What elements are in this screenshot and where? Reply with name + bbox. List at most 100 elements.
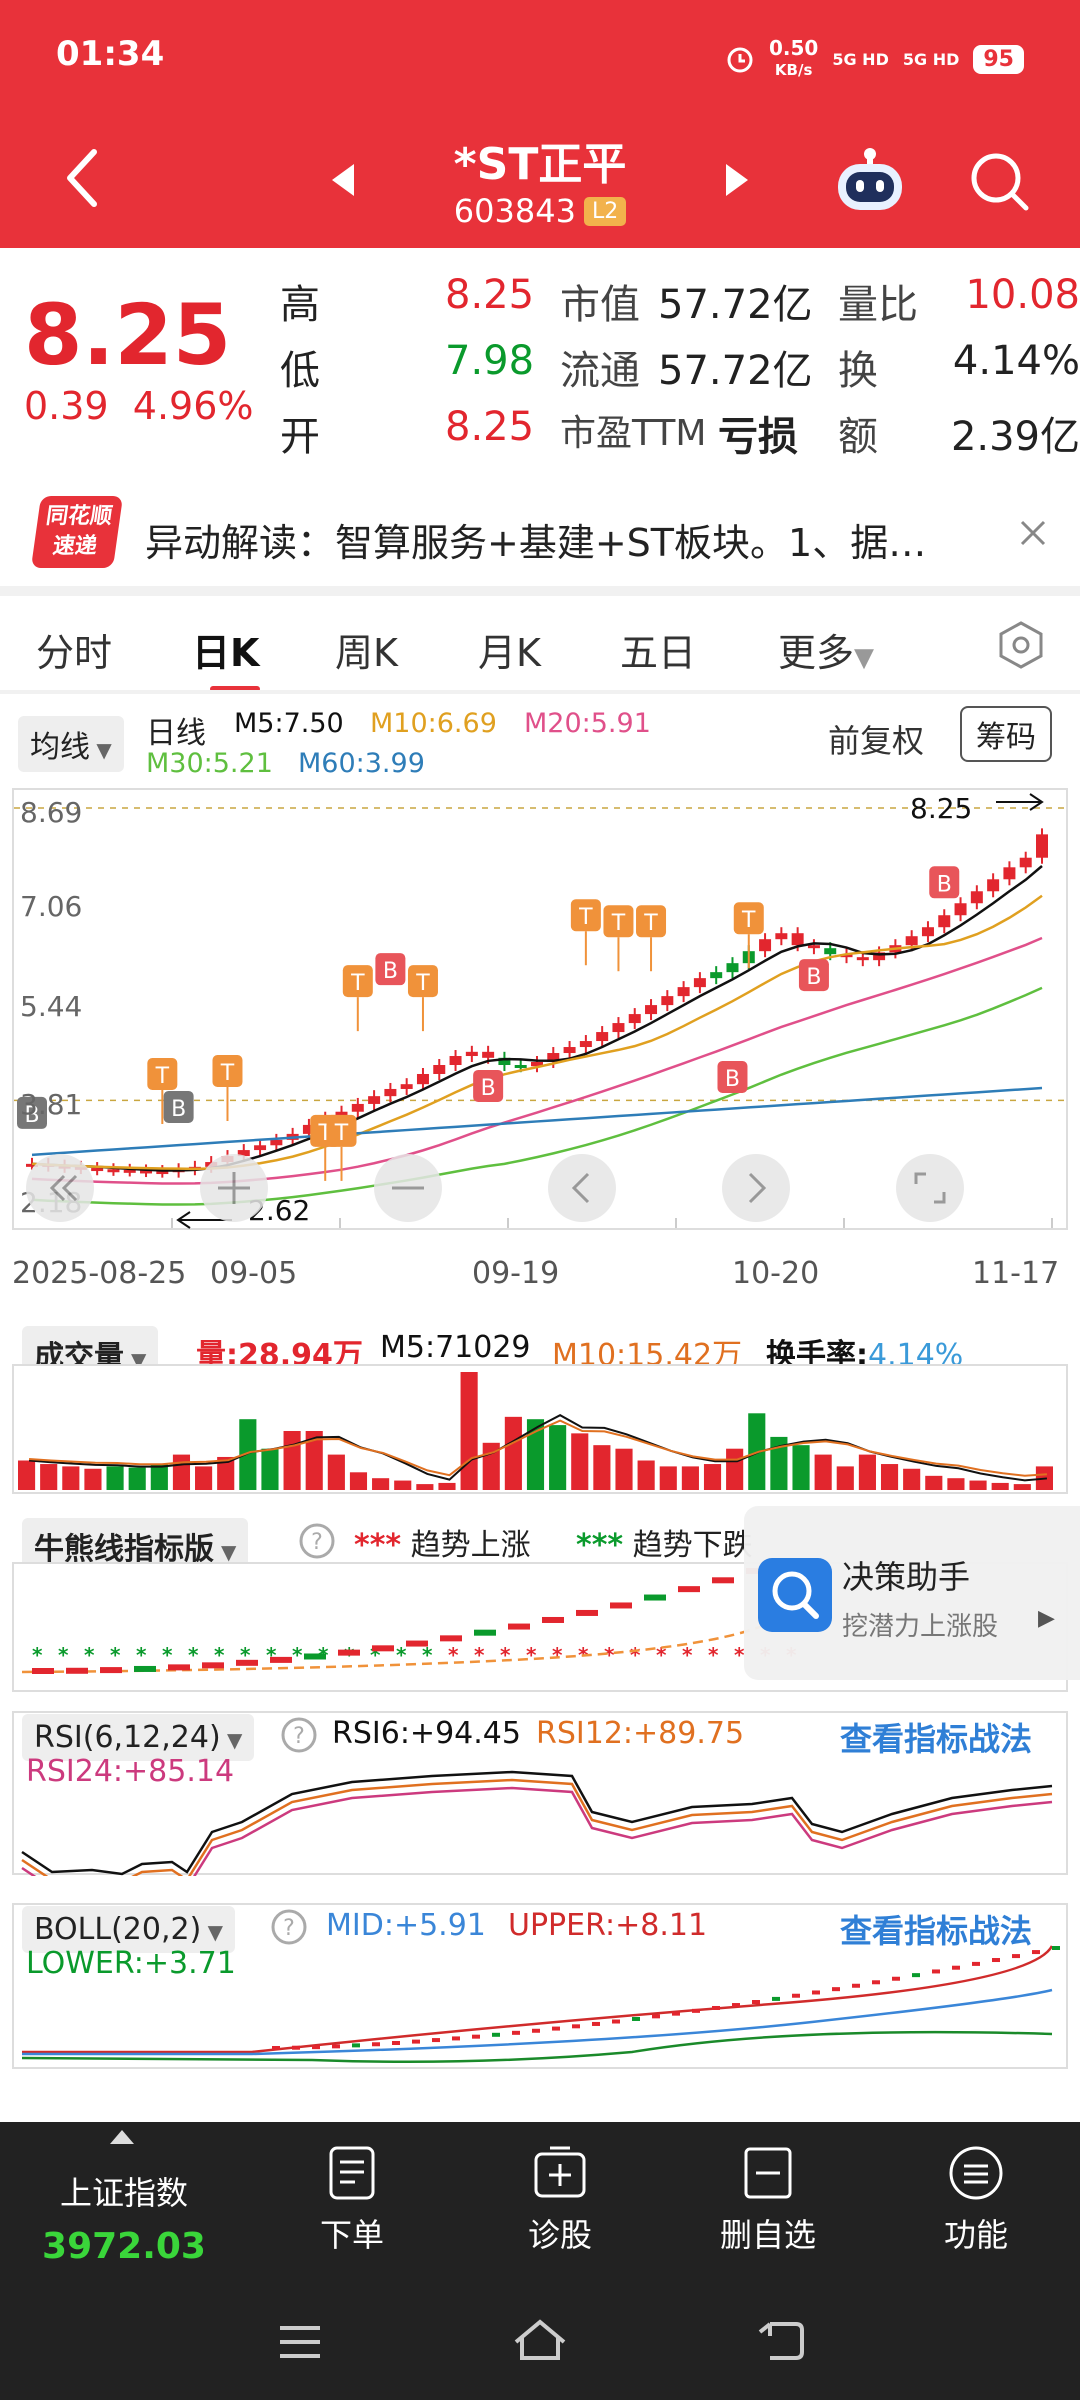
next-stock-icon[interactable] [724, 162, 750, 198]
news-text[interactable]: 异动解读：智算服务+基建+ST板块。1、据… [145, 521, 927, 565]
candle-body [677, 987, 690, 997]
boll-lower-line [21, 2030, 1053, 2064]
boll-candle [672, 2011, 680, 2016]
order-button[interactable]: 下单 [244, 2144, 460, 2256]
remove-icon [744, 2147, 792, 2199]
trend-star: * [500, 1643, 511, 1667]
volume-bar [814, 1454, 832, 1490]
status-bar-right: 0.50 KB/s 5G HD 5G HD 95 [725, 38, 1024, 80]
tab-weekly-k[interactable]: 周K [335, 631, 398, 675]
pe-label: 市盈TTM [560, 413, 707, 454]
tab-more[interactable]: 更多▼ [778, 631, 875, 675]
ma30-value: M30:5.21 [146, 748, 273, 779]
recent-apps-icon[interactable] [276, 2322, 324, 2362]
diagnose-button[interactable]: 诊股 [452, 2144, 668, 2256]
adjust-mode[interactable]: 前复权 [828, 722, 925, 760]
volume-bar [549, 1425, 567, 1490]
trend-star: * [188, 1643, 199, 1667]
back-nav-icon[interactable] [756, 2318, 806, 2362]
volume-bar [504, 1416, 522, 1490]
volume-bar [18, 1460, 36, 1490]
volume-bar [438, 1482, 456, 1490]
candle-body [302, 1124, 315, 1134]
boll-candle [372, 2042, 380, 2047]
help-icon[interactable]: ? [280, 1716, 318, 1754]
candle-body [563, 1047, 576, 1054]
bullbear-bar [576, 1609, 598, 1616]
boll-candle [572, 2024, 580, 2029]
bullbear-bar [542, 1616, 564, 1623]
boll-candle [872, 1980, 880, 1985]
candle-body [482, 1051, 495, 1058]
date-label: 2025-08-25 [12, 1256, 187, 1291]
rsi24-value: RSI24:+85.14 [26, 1754, 235, 1789]
svg-text:?: ? [311, 1530, 323, 1555]
boll-candle [972, 1961, 980, 1966]
volume-ma10-line [28, 1419, 1048, 1477]
functions-button[interactable]: 功能 [868, 2144, 1080, 2256]
candle-body [433, 1065, 446, 1074]
close-icon[interactable] [1018, 518, 1048, 548]
trend-star: * [32, 1643, 43, 1667]
hexagon-settings-icon[interactable] [996, 620, 1046, 670]
signal-t-letter: T [415, 971, 430, 996]
trend-star: * [370, 1643, 381, 1667]
high-label: 高 [280, 282, 320, 328]
boll-strategy-link[interactable]: 查看指标战法 [840, 1912, 1033, 1950]
volume-bar [659, 1466, 677, 1490]
prev-stock-icon[interactable] [330, 162, 356, 198]
ma60-line [31, 1086, 1043, 1157]
home-icon[interactable] [512, 2316, 568, 2364]
max-price-label: 8.25 [910, 792, 972, 825]
boll-selector[interactable]: BOLL(20,2) ▼ [22, 1906, 236, 1953]
signal-b-badge [929, 866, 960, 899]
search-icon[interactable] [968, 150, 1032, 214]
candle-body [514, 1065, 527, 1069]
price-change: 0.39 4.96% [24, 384, 254, 428]
tab-five-day[interactable]: 五日 [620, 631, 697, 675]
trend-star: * [552, 1643, 563, 1667]
open-label: 开 [280, 414, 320, 460]
chips-button[interactable]: 筹码 [960, 706, 1052, 762]
signal-b-badge [17, 1096, 47, 1129]
boll-candle [812, 1990, 820, 1995]
tab-daily-k[interactable]: 日K [192, 631, 260, 675]
volume-bar [726, 1448, 744, 1490]
trend-star: * [448, 1643, 459, 1667]
volume-m5: M5:71029 [380, 1330, 531, 1365]
helper-title: 决策助手 [842, 1558, 971, 1596]
volume-bar [239, 1419, 257, 1490]
candle-body [726, 963, 739, 973]
help-icon[interactable]: ? [270, 1908, 308, 1946]
signal-b-letter: B [806, 965, 821, 990]
ma-selector[interactable]: 均线 ▼ [18, 716, 124, 772]
low-label: 低 [280, 348, 320, 394]
rsi-selector[interactable]: RSI(6,12,24) ▼ [22, 1714, 255, 1761]
volume-bar [770, 1436, 788, 1490]
robot-assistant-icon[interactable] [834, 144, 906, 214]
trend-star: * [136, 1643, 147, 1667]
volume-bar [327, 1454, 345, 1490]
tab-monthly-k[interactable]: 月K [478, 631, 541, 675]
candle-body [954, 903, 967, 916]
candle-body [1003, 867, 1016, 880]
tab-fenshi[interactable]: 分时 [36, 631, 113, 675]
decision-helper[interactable]: 决策助手 挖潜力上涨股 ▶ [744, 1506, 1080, 1680]
signal-t-badge [570, 899, 601, 932]
boll-candle [632, 2016, 640, 2021]
index-name[interactable]: 上证指数 [59, 2174, 188, 2212]
help-icon[interactable]: ? [298, 1522, 336, 1560]
expand-up-icon[interactable] [110, 2130, 134, 2144]
remove-watchlist-button[interactable]: 删自选 [660, 2144, 876, 2256]
back-icon[interactable] [62, 148, 102, 208]
rsi-strategy-link[interactable]: 查看指标战法 [840, 1720, 1033, 1758]
candle-body [710, 972, 723, 979]
scroll-left-icon [26, 1154, 94, 1222]
volume-bar [172, 1454, 191, 1490]
candle-body [335, 1111, 348, 1118]
signal-b-badge [375, 953, 406, 986]
candle-body [905, 936, 918, 946]
low-value: 7.98 [445, 338, 535, 384]
divider [0, 690, 1080, 694]
